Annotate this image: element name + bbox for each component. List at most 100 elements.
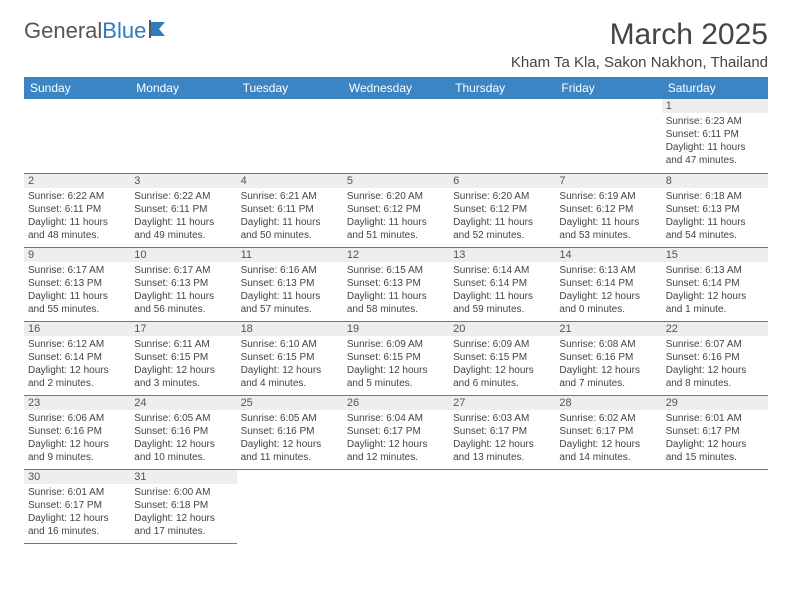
daylight-text: Daylight: 11 hours and 54 minutes.: [666, 216, 764, 242]
day-number: 26: [343, 396, 449, 410]
sunrise-text: Sunrise: 6:15 AM: [347, 264, 445, 277]
sunset-text: Sunset: 6:14 PM: [28, 351, 126, 364]
calendar-row: 16 Sunrise: 6:12 AMSunset: 6:14 PMDayligh…: [24, 321, 768, 395]
calendar-cell: 13 Sunrise: 6:14 AMSunset: 6:14 PMDayligh…: [449, 247, 555, 321]
day-detail: Sunrise: 6:05 AMSunset: 6:16 PMDaylight:…: [241, 412, 339, 464]
calendar-cell: 28Sunrise: 6:02 AMSunset: 6:17 PMDayligh…: [555, 395, 661, 469]
calendar-cell: 17 Sunrise: 6:11 AMSunset: 6:15 PMDayligh…: [130, 321, 236, 395]
sunrise-text: Sunrise: 6:01 AM: [666, 412, 764, 425]
day-detail: Sunrise: 6:13 AMSunset: 6:14 PMDaylight:…: [666, 264, 764, 316]
calendar-row: 9Sunrise: 6:17 AMSunset: 6:13 PMDaylight…: [24, 247, 768, 321]
day-number: 22: [662, 322, 768, 336]
calendar-cell: [449, 99, 555, 173]
day-number: 17: [130, 322, 236, 336]
daylight-text: Daylight: 11 hours and 59 minutes.: [453, 290, 551, 316]
day-number: 8: [662, 174, 768, 188]
sunset-text: Sunset: 6:15 PM: [453, 351, 551, 364]
sunset-text: Sunset: 6:17 PM: [559, 425, 657, 438]
sunset-text: Sunset: 6:15 PM: [347, 351, 445, 364]
day-number: 20: [449, 322, 555, 336]
calendar-cell: 8 Sunrise: 6:18 AMSunset: 6:13 PMDaylight…: [662, 173, 768, 247]
day-header: Thursday: [449, 77, 555, 99]
day-number: 19: [343, 322, 449, 336]
calendar-cell: [449, 469, 555, 543]
daylight-text: Daylight: 11 hours and 50 minutes.: [241, 216, 339, 242]
day-number: 24: [130, 396, 236, 410]
day-detail: Sunrise: 6:11 AMSunset: 6:15 PMDaylight:…: [134, 338, 232, 390]
calendar-row: 30 Sunrise: 6:01 AMSunset: 6:17 PMDayligh…: [24, 469, 768, 543]
calendar-cell: [237, 469, 343, 543]
calendar-cell: 2 Sunrise: 6:22 AMSunset: 6:11 PMDaylight…: [24, 173, 130, 247]
calendar-cell: [343, 469, 449, 543]
day-number: 2: [24, 174, 130, 188]
day-number: 30: [24, 470, 130, 484]
calendar-cell: 24Sunrise: 6:05 AMSunset: 6:16 PMDayligh…: [130, 395, 236, 469]
calendar-cell: 7Sunrise: 6:19 AMSunset: 6:12 PMDaylight…: [555, 173, 661, 247]
day-detail: Sunrise: 6:17 AMSunset: 6:13 PMDaylight:…: [134, 264, 232, 316]
sunrise-text: Sunrise: 6:22 AM: [134, 190, 232, 203]
sunrise-text: Sunrise: 6:09 AM: [453, 338, 551, 351]
sunset-text: Sunset: 6:16 PM: [241, 425, 339, 438]
day-detail: Sunrise: 6:01 AMSunset: 6:17 PMDaylight:…: [28, 486, 126, 538]
location: Kham Ta Kla, Sakon Nakhon, Thailand: [511, 54, 768, 71]
day-detail: Sunrise: 6:20 AMSunset: 6:12 PMDaylight:…: [347, 190, 445, 242]
day-header-row: Sunday Monday Tuesday Wednesday Thursday…: [24, 77, 768, 99]
sunset-text: Sunset: 6:17 PM: [28, 499, 126, 512]
sunset-text: Sunset: 6:11 PM: [241, 203, 339, 216]
day-number: 16: [24, 322, 130, 336]
sunrise-text: Sunrise: 6:20 AM: [347, 190, 445, 203]
calendar-row: 1Sunrise: 6:23 AMSunset: 6:11 PMDaylight…: [24, 99, 768, 173]
daylight-text: Daylight: 12 hours and 10 minutes.: [134, 438, 232, 464]
calendar-cell: 12Sunrise: 6:15 AMSunset: 6:13 PMDayligh…: [343, 247, 449, 321]
calendar-cell: [555, 99, 661, 173]
calendar-cell: 5Sunrise: 6:20 AMSunset: 6:12 PMDaylight…: [343, 173, 449, 247]
day-number: 18: [237, 322, 343, 336]
calendar-table: Sunday Monday Tuesday Wednesday Thursday…: [24, 77, 768, 544]
sunset-text: Sunset: 6:16 PM: [28, 425, 126, 438]
day-detail: Sunrise: 6:22 AMSunset: 6:11 PMDaylight:…: [134, 190, 232, 242]
daylight-text: Daylight: 11 hours and 47 minutes.: [666, 141, 764, 167]
day-number: 27: [449, 396, 555, 410]
calendar-cell: 3Sunrise: 6:22 AMSunset: 6:11 PMDaylight…: [130, 173, 236, 247]
calendar-cell: 26Sunrise: 6:04 AMSunset: 6:17 PMDayligh…: [343, 395, 449, 469]
sunrise-text: Sunrise: 6:14 AM: [453, 264, 551, 277]
daylight-text: Daylight: 12 hours and 11 minutes.: [241, 438, 339, 464]
day-number: 12: [343, 248, 449, 262]
sunrise-text: Sunrise: 6:17 AM: [134, 264, 232, 277]
day-detail: Sunrise: 6:12 AMSunset: 6:14 PMDaylight:…: [28, 338, 126, 390]
sunset-text: Sunset: 6:13 PM: [28, 277, 126, 290]
calendar-cell: 29Sunrise: 6:01 AMSunset: 6:17 PMDayligh…: [662, 395, 768, 469]
sunrise-text: Sunrise: 6:02 AM: [559, 412, 657, 425]
calendar-cell: [24, 99, 130, 173]
day-detail: Sunrise: 6:09 AMSunset: 6:15 PMDaylight:…: [453, 338, 551, 390]
daylight-text: Daylight: 11 hours and 48 minutes.: [28, 216, 126, 242]
sunset-text: Sunset: 6:15 PM: [241, 351, 339, 364]
daylight-text: Daylight: 11 hours and 57 minutes.: [241, 290, 339, 316]
daylight-text: Daylight: 12 hours and 5 minutes.: [347, 364, 445, 390]
sunrise-text: Sunrise: 6:09 AM: [347, 338, 445, 351]
day-detail: Sunrise: 6:23 AMSunset: 6:11 PMDaylight:…: [666, 115, 764, 167]
sunrise-text: Sunrise: 6:06 AM: [28, 412, 126, 425]
day-number: 13: [449, 248, 555, 262]
day-detail: Sunrise: 6:18 AMSunset: 6:13 PMDaylight:…: [666, 190, 764, 242]
calendar-cell: 22Sunrise: 6:07 AMSunset: 6:16 PMDayligh…: [662, 321, 768, 395]
sunrise-text: Sunrise: 6:23 AM: [666, 115, 764, 128]
day-detail: Sunrise: 6:22 AMSunset: 6:11 PMDaylight:…: [28, 190, 126, 242]
sunset-text: Sunset: 6:11 PM: [28, 203, 126, 216]
sunset-text: Sunset: 6:13 PM: [347, 277, 445, 290]
day-detail: Sunrise: 6:14 AMSunset: 6:14 PMDaylight:…: [453, 264, 551, 316]
day-detail: Sunrise: 6:10 AMSunset: 6:15 PMDaylight:…: [241, 338, 339, 390]
sunrise-text: Sunrise: 6:18 AM: [666, 190, 764, 203]
calendar-cell: 20 Sunrise: 6:09 AMSunset: 6:15 PMDayligh…: [449, 321, 555, 395]
day-detail: Sunrise: 6:19 AMSunset: 6:12 PMDaylight:…: [559, 190, 657, 242]
day-detail: Sunrise: 6:09 AMSunset: 6:15 PMDaylight:…: [347, 338, 445, 390]
day-header: Wednesday: [343, 77, 449, 99]
day-detail: Sunrise: 6:08 AMSunset: 6:16 PMDaylight:…: [559, 338, 657, 390]
daylight-text: Daylight: 12 hours and 4 minutes.: [241, 364, 339, 390]
sunset-text: Sunset: 6:15 PM: [134, 351, 232, 364]
day-header: Saturday: [662, 77, 768, 99]
day-header: Tuesday: [237, 77, 343, 99]
calendar-cell: 31Sunrise: 6:00 AMSunset: 6:18 PMDayligh…: [130, 469, 236, 543]
daylight-text: Daylight: 12 hours and 9 minutes.: [28, 438, 126, 464]
daylight-text: Daylight: 11 hours and 49 minutes.: [134, 216, 232, 242]
